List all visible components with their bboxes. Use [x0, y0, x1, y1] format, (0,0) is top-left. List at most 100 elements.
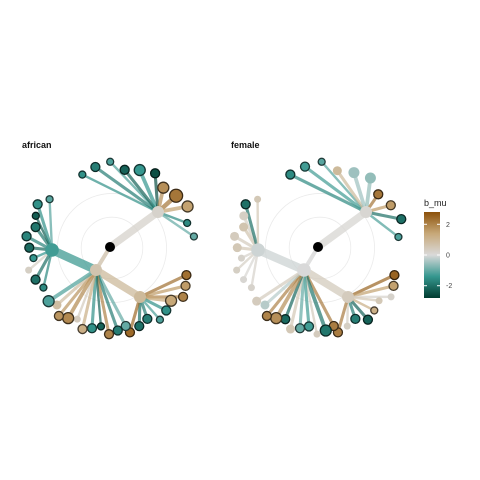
leaf-node	[261, 310, 273, 322]
branch-edge	[253, 245, 309, 275]
branch-node	[134, 291, 146, 303]
branch-node	[251, 243, 265, 257]
leaf-node	[112, 325, 123, 336]
leaf-node	[86, 323, 98, 334]
leaf-edge	[255, 268, 306, 303]
leaf-node	[247, 284, 255, 292]
panel-female: female	[230, 140, 407, 338]
leaf-edge	[81, 173, 160, 214]
legend-tick-label: 0	[446, 253, 450, 260]
leaf-edge	[80, 268, 98, 331]
leaf-node	[350, 313, 361, 325]
leaf-edge	[138, 284, 188, 299]
leaf-node	[348, 167, 360, 179]
leaf-node	[32, 199, 43, 210]
leaf-node	[157, 181, 170, 194]
leaf-edge	[138, 273, 188, 299]
leaf-edge	[244, 202, 260, 252]
branch-edge	[314, 208, 370, 251]
leaf-node	[96, 322, 106, 331]
leaf-edge	[123, 168, 160, 214]
leaf-node	[286, 324, 296, 334]
branch-node	[152, 206, 164, 218]
leaf-edge	[93, 165, 160, 214]
branch-edge	[92, 266, 144, 301]
panel-title-female: female	[231, 140, 260, 150]
leaf-node	[25, 266, 33, 274]
tree-female	[230, 157, 407, 338]
leaf-node	[252, 296, 262, 306]
leaf-edge	[137, 168, 160, 214]
leaf-edge	[364, 210, 400, 239]
leaf-node	[30, 274, 41, 285]
leaf-edge	[302, 268, 328, 333]
leaf-edge	[336, 295, 350, 334]
leaf-edge	[128, 295, 142, 334]
leaf-node	[180, 280, 191, 292]
leaf-node	[189, 232, 199, 241]
leaf-node	[230, 231, 240, 241]
leaf-node	[299, 161, 311, 172]
leaf-node	[24, 242, 35, 253]
leaf-node	[313, 330, 321, 338]
legend: b_mu 2 0 -2	[424, 198, 452, 298]
leaf-node	[233, 266, 241, 274]
leaf-node	[373, 189, 384, 200]
leaf-node	[77, 323, 88, 335]
leaf-node	[149, 168, 161, 179]
branch-node	[360, 206, 372, 218]
leaf-edge	[46, 268, 98, 304]
leaf-node	[45, 195, 54, 204]
leaf-node	[319, 324, 332, 337]
leaf-node	[332, 166, 342, 176]
leaf-node	[389, 269, 400, 281]
branch-node	[45, 243, 59, 257]
branch-edge	[300, 266, 352, 301]
leaf-node	[364, 172, 376, 184]
leaf-edge	[352, 170, 368, 214]
root-node	[105, 242, 115, 252]
leaf-node	[106, 157, 115, 166]
leaf-node	[161, 305, 172, 316]
leaf-node	[78, 170, 87, 179]
leaf-node	[385, 200, 396, 211]
leaf-edge	[303, 165, 368, 214]
panel-african: african	[21, 140, 199, 340]
leaf-node	[119, 164, 130, 175]
leaf-node	[120, 320, 131, 332]
tree-african	[21, 157, 199, 340]
leaf-node	[142, 313, 153, 325]
leaf-node	[133, 163, 146, 177]
leaf-node	[240, 199, 251, 210]
leaf-node	[396, 213, 407, 225]
leaf-edge	[94, 268, 111, 336]
nodes	[230, 157, 407, 338]
leaf-node	[21, 231, 32, 242]
edges	[233, 160, 403, 336]
leaf-node	[181, 200, 194, 213]
leaf-node	[29, 253, 38, 263]
legend-tick-label: -2	[446, 283, 452, 290]
leaf-node	[30, 221, 41, 233]
leaf-node	[232, 243, 242, 253]
leaf-node	[343, 322, 351, 330]
leaf-node	[183, 218, 192, 228]
leaf-node	[388, 280, 399, 292]
leaf-edge	[48, 198, 54, 252]
leaf-edge	[288, 173, 368, 214]
leaf-node	[90, 161, 101, 173]
leaf-node	[387, 293, 395, 301]
leaf-edge	[346, 284, 396, 299]
leaf-edge	[94, 268, 120, 333]
leaf-node	[394, 232, 403, 242]
branch-node	[342, 291, 354, 303]
leaf-node	[370, 306, 379, 315]
leaf-node	[254, 195, 262, 203]
leaf-node	[39, 283, 48, 292]
leaf-node	[294, 323, 306, 334]
nodes	[21, 157, 199, 340]
panel-title-african: african	[22, 140, 52, 150]
legend-colorbar	[424, 212, 440, 298]
hub-node	[300, 266, 308, 274]
